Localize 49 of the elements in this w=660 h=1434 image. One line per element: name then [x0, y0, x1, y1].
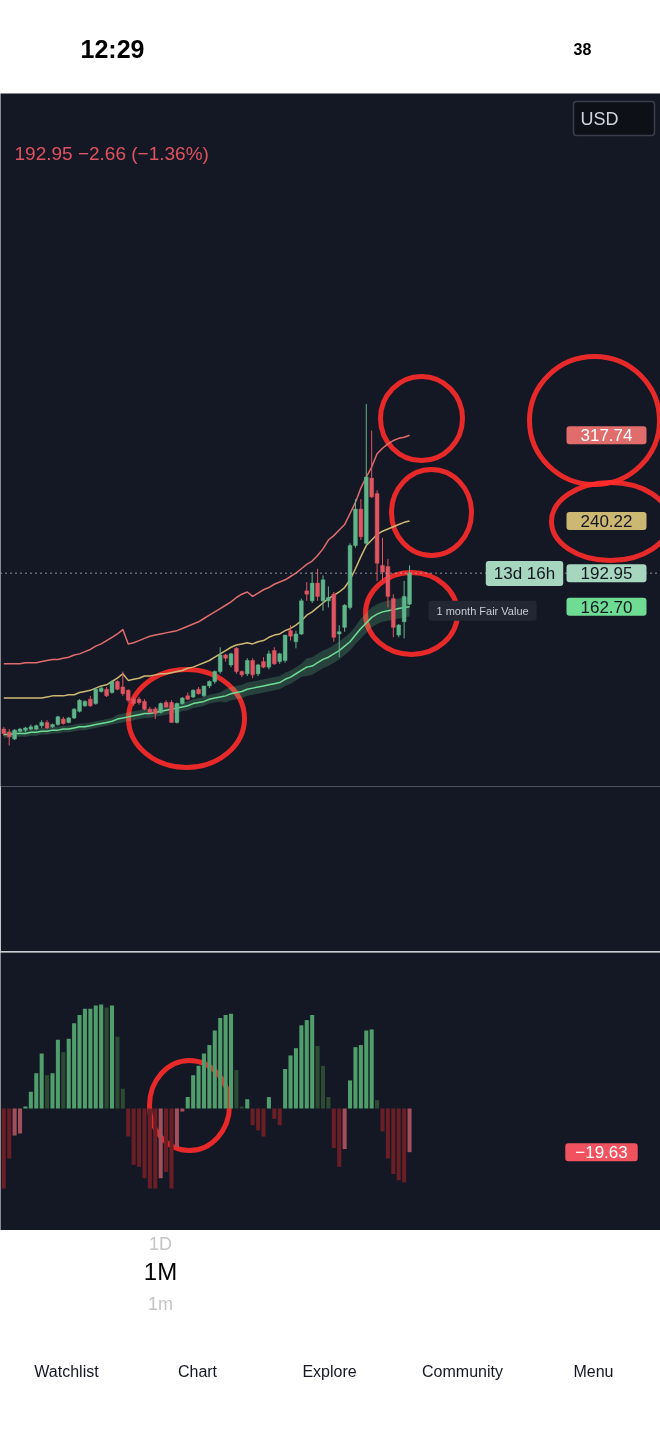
bar — [39, 1053, 44, 1109]
bar — [115, 1036, 120, 1109]
text: 1m — [148, 1293, 174, 1314]
bar — [375, 1100, 380, 1109]
bar — [369, 1029, 374, 1109]
y-tick-label: 192.95 — [580, 564, 633, 584]
candlestick — [250, 657, 255, 679]
y-tick-label: 317.74 — [580, 426, 633, 446]
bar — [228, 1013, 234, 1109]
bar — [272, 1108, 277, 1119]
y-tick-label: 162.70 — [580, 597, 633, 617]
bar — [266, 1097, 271, 1109]
candlestick — [315, 568, 320, 602]
text: 13d 16h — [493, 564, 556, 583]
bar — [407, 1108, 412, 1153]
y-tick-label: 240.22 — [580, 511, 633, 531]
bar — [120, 1088, 125, 1109]
text: 1D — [149, 1233, 173, 1254]
text: Explore — [302, 1363, 357, 1380]
line-series — [3, 520, 411, 699]
bar — [104, 1007, 109, 1109]
bar — [109, 1005, 115, 1109]
bar — [158, 1108, 163, 1179]
text: USD — [580, 108, 619, 129]
candlestick — [310, 571, 315, 604]
bar — [342, 1108, 347, 1150]
text: Chart — [177, 1363, 218, 1380]
candlestick — [266, 650, 272, 670]
candlestick — [337, 624, 342, 658]
bar — [277, 1108, 282, 1126]
text: 38 — [573, 40, 592, 58]
bar — [245, 1099, 250, 1109]
bar — [61, 1052, 66, 1109]
text: 192.95 −2.66 (−1.36%) — [14, 143, 209, 164]
text: 12:29 — [80, 34, 145, 63]
text: 1 month Fair Value — [436, 604, 529, 617]
candlestick — [304, 581, 309, 602]
text: Community — [422, 1363, 503, 1380]
bar — [234, 1070, 239, 1109]
text: Menu — [573, 1363, 614, 1380]
text: 1M — [143, 1258, 178, 1285]
line-series — [3, 434, 411, 665]
bar — [23, 1106, 28, 1109]
text: Watchlist — [34, 1363, 100, 1380]
bar — [45, 1075, 50, 1109]
text: −19.63 — [575, 1143, 628, 1163]
bar — [126, 1108, 131, 1137]
bar — [239, 1106, 244, 1109]
bar — [283, 1068, 288, 1109]
